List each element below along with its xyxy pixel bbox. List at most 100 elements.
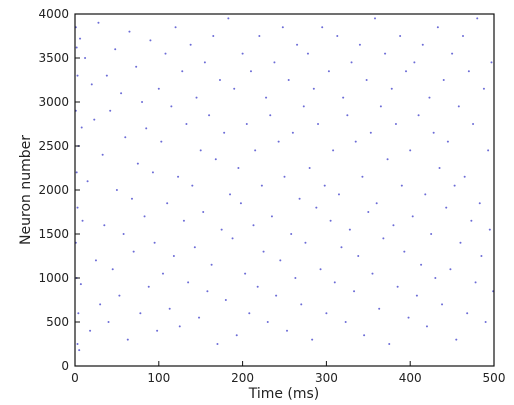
- x-tick-label: 200: [231, 371, 254, 385]
- spike-point: [136, 162, 139, 165]
- spike-point: [480, 255, 483, 257]
- spike-point: [332, 149, 335, 152]
- spike-point: [392, 224, 395, 227]
- spike-point: [77, 312, 80, 315]
- spike-point: [132, 250, 135, 253]
- spike-point: [436, 26, 439, 29]
- y-tick-label: 4000: [38, 7, 69, 21]
- spike-point: [484, 321, 487, 323]
- spike-point: [149, 39, 152, 42]
- spike-point: [430, 233, 433, 235]
- spike-point: [281, 26, 284, 29]
- spike-point: [124, 136, 127, 139]
- spike-point: [375, 202, 378, 205]
- spike-point: [286, 329, 289, 332]
- y-tick-label: 1000: [38, 271, 69, 285]
- spike-point: [357, 255, 360, 257]
- x-tick-label: 100: [147, 371, 170, 385]
- spike-point: [189, 43, 192, 46]
- spike-point: [254, 149, 257, 152]
- spike-point: [97, 21, 100, 24]
- x-axis: 0 100 200 300 400 500: [71, 361, 505, 385]
- spike-point: [294, 277, 297, 279]
- spike-point: [463, 175, 466, 178]
- spike-point: [304, 241, 307, 244]
- spike-point: [386, 158, 389, 161]
- spike-point: [111, 268, 114, 271]
- spike-point: [223, 131, 226, 134]
- spike-point: [403, 250, 406, 253]
- plot-background: [75, 14, 494, 366]
- spike-point: [279, 259, 282, 262]
- spike-point: [239, 202, 242, 205]
- spike-point: [405, 70, 408, 73]
- spike-point: [181, 70, 184, 73]
- spike-point: [78, 349, 81, 352]
- spike-point: [241, 52, 244, 55]
- spike-point: [76, 343, 79, 345]
- spike-point: [139, 312, 142, 315]
- spike-point: [227, 17, 230, 20]
- spike-point: [337, 193, 340, 196]
- spike-point: [178, 325, 181, 328]
- spike-point: [258, 35, 261, 37]
- spike-point: [93, 118, 96, 121]
- spike-point: [156, 329, 159, 332]
- spike-point: [214, 158, 217, 161]
- spike-point: [369, 131, 372, 134]
- spike-point: [400, 184, 403, 187]
- spike-point: [396, 285, 399, 288]
- spike-point: [319, 268, 322, 271]
- spike-point: [120, 92, 123, 95]
- spike-point: [374, 17, 376, 20]
- spike-point: [103, 224, 106, 227]
- spike-point: [187, 281, 190, 284]
- spike-point: [118, 294, 121, 297]
- spike-point: [354, 140, 357, 143]
- spike-point: [470, 219, 473, 222]
- spike-point: [411, 215, 414, 218]
- spike-point: [453, 184, 456, 187]
- spike-point: [353, 290, 356, 293]
- spike-point: [79, 37, 82, 40]
- spike-point: [446, 140, 449, 143]
- spike-point: [298, 197, 301, 200]
- y-tick-label: 2500: [38, 139, 69, 153]
- spike-point: [182, 219, 185, 222]
- spike-point: [114, 48, 117, 51]
- spike-point: [283, 175, 286, 178]
- spike-point: [161, 272, 164, 275]
- spike-point: [151, 171, 154, 174]
- spike-point: [379, 105, 382, 108]
- spike-point: [270, 215, 273, 218]
- spike-point: [424, 193, 427, 196]
- spike-point: [317, 123, 320, 125]
- y-tick-label: 0: [61, 359, 69, 373]
- spike-point: [358, 43, 361, 46]
- spike-point: [487, 149, 490, 152]
- spike-point: [75, 171, 78, 174]
- spike-point: [342, 96, 345, 99]
- spike-point: [164, 52, 167, 55]
- spike-point: [94, 259, 97, 262]
- x-tick-label: 0: [71, 371, 79, 385]
- spike-point: [210, 263, 213, 266]
- spike-point: [212, 35, 215, 37]
- spike-point: [287, 79, 290, 81]
- spike-point: [206, 290, 209, 293]
- spike-point: [442, 79, 445, 81]
- spike-point: [244, 272, 247, 275]
- spike-point: [115, 189, 118, 191]
- y-tick-label: 500: [46, 315, 69, 329]
- spike-point: [474, 281, 477, 284]
- spike-point: [457, 105, 460, 108]
- spike-point: [265, 96, 268, 99]
- spike-point: [478, 202, 481, 205]
- spike-point: [432, 131, 435, 134]
- spike-point: [308, 167, 311, 169]
- x-tick-label: 500: [483, 371, 506, 385]
- spike-point: [290, 233, 293, 235]
- spike-point: [413, 61, 416, 64]
- spike-point: [291, 131, 294, 134]
